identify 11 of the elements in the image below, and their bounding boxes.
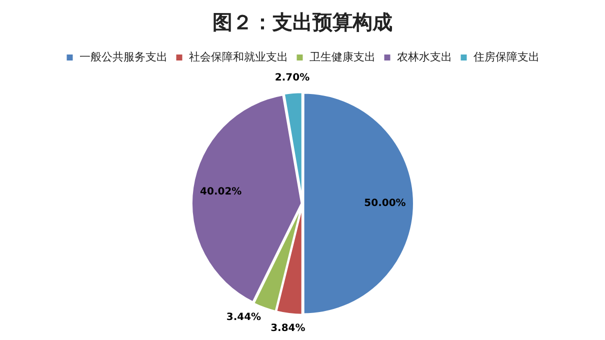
data-label: 50.00% bbox=[364, 198, 406, 210]
legend-label: 农林水支出 bbox=[396, 50, 452, 64]
data-label: 3.44% bbox=[226, 312, 262, 323]
data-label: 40.02% bbox=[200, 186, 242, 198]
legend-label: 卫生健康支出 bbox=[309, 50, 376, 64]
data-label: 3.84% bbox=[270, 323, 306, 334]
chart-title: 图２：支出预算构成 bbox=[212, 10, 392, 34]
legend-label: 住房保障支出 bbox=[473, 50, 540, 64]
data-label: 2.70% bbox=[274, 72, 310, 84]
legend-label: 一般公共服务支出 bbox=[79, 50, 168, 64]
legend-label: 社会保障和就业支出 bbox=[188, 50, 288, 64]
